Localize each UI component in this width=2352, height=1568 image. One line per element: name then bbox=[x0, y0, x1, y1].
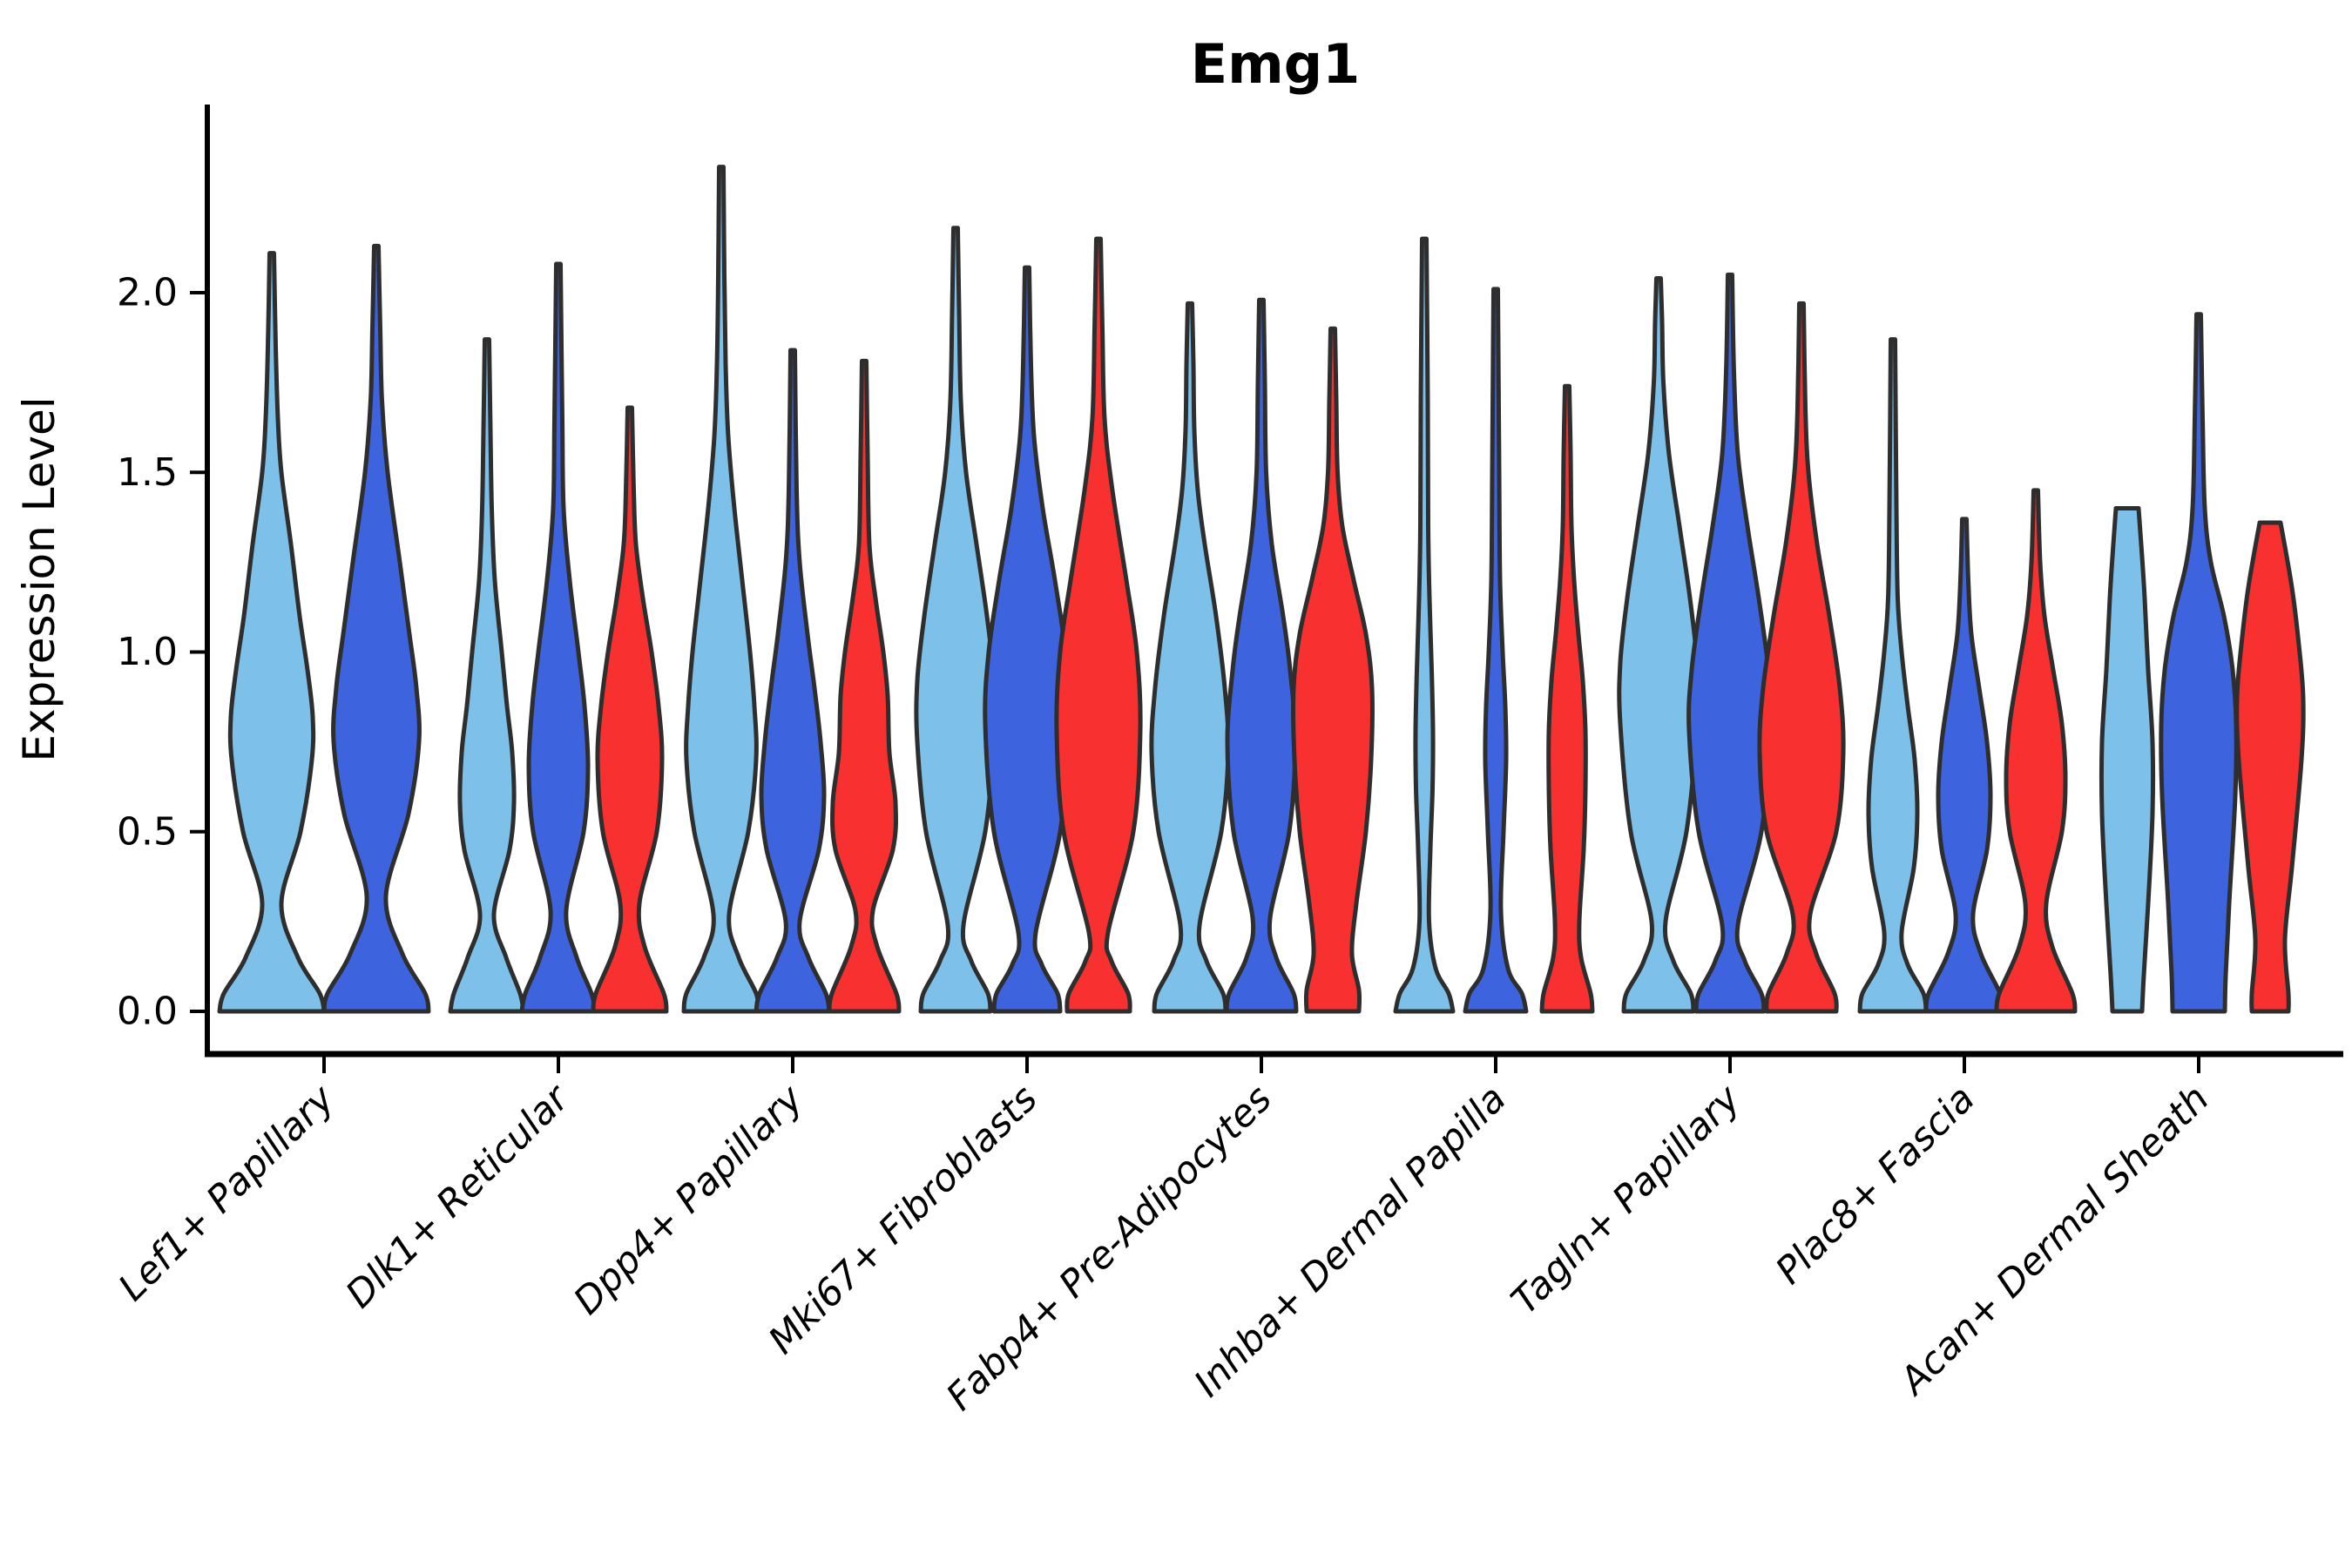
y-tick-label: 0.0 bbox=[117, 990, 178, 1034]
violin-tagln-papillary-darkblue bbox=[1686, 272, 1774, 1014]
violin-dpp4-papillary-red bbox=[827, 358, 902, 1014]
violin-dpp4-papillary-darkblue bbox=[754, 348, 832, 1014]
y-tick-label: 1.5 bbox=[117, 450, 178, 495]
violin-dlk1-reticular-darkblue bbox=[519, 261, 598, 1014]
violin-acan-dermal-sheath-lightblue bbox=[2099, 506, 2156, 1014]
violin-tagln-papillary-lightblue bbox=[1617, 276, 1700, 1014]
x-tick-label: Lef1+ Papillary bbox=[111, 1077, 343, 1309]
y-axis-label: Expression Level bbox=[14, 396, 64, 761]
x-tick-label: Dpp4+ Papillary bbox=[565, 1077, 812, 1323]
violin-plac8-fascia-lightblue bbox=[1857, 337, 1929, 1014]
violin-mki67-fibroblasts-lightblue bbox=[914, 226, 997, 1014]
y-tick-label: 0.5 bbox=[117, 809, 178, 854]
violin-acan-dermal-sheath-darkblue bbox=[2159, 312, 2239, 1014]
x-tick-label: Tagln+ Papillary bbox=[1504, 1077, 1750, 1323]
violin-lef1-papillary-darkblue bbox=[321, 243, 431, 1014]
violin-mki67-fibroblasts-red bbox=[1054, 236, 1143, 1014]
y-tick-label: 1.0 bbox=[117, 630, 178, 674]
y-tick-label: 2.0 bbox=[117, 271, 178, 315]
violin-tagln-papillary-red bbox=[1757, 301, 1846, 1014]
violin-inhba-dermal-papilla-lightblue bbox=[1393, 236, 1456, 1014]
chart-title: Emg1 bbox=[1191, 32, 1360, 96]
violin-lef1-papillary-lightblue bbox=[217, 251, 327, 1014]
violin-plac8-fascia-red bbox=[1994, 488, 2078, 1014]
x-tick-label: Mki67+ Fibroblasts bbox=[760, 1077, 1046, 1362]
x-tick-label: Dlk1+ Reticular bbox=[338, 1076, 579, 1317]
x-tick-label: Plac8+ Fascia bbox=[1767, 1077, 1984, 1293]
violin-fabp4-pre-adipocytes-lightblue bbox=[1149, 301, 1231, 1014]
violin-dpp4-papillary-lightblue bbox=[681, 165, 761, 1014]
violin-acan-dermal-sheath-red bbox=[2234, 520, 2306, 1014]
violin-dlk1-reticular-lightblue bbox=[448, 337, 526, 1014]
violin-fabp4-pre-adipocytes-darkblue bbox=[1224, 297, 1299, 1014]
violin-mki67-fibroblasts-darkblue bbox=[983, 265, 1071, 1014]
violin-dlk1-reticular-red bbox=[591, 405, 669, 1014]
violin-inhba-dermal-papilla-red bbox=[1539, 383, 1595, 1014]
violin-plac8-fascia-darkblue bbox=[1923, 517, 2005, 1014]
violin-fabp4-pre-adipocytes-red bbox=[1291, 326, 1375, 1014]
violin-inhba-dermal-papilla-darkblue bbox=[1463, 287, 1529, 1014]
